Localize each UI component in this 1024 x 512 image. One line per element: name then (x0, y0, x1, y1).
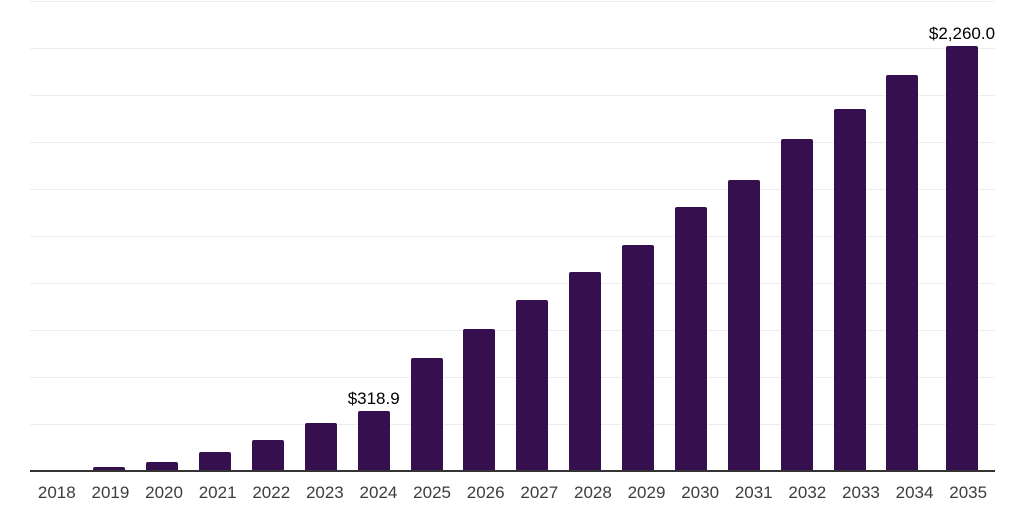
gridline (30, 95, 995, 96)
bar (463, 328, 496, 471)
bar-group (665, 1, 718, 471)
bar (622, 244, 655, 471)
x-axis-label: 2028 (573, 483, 612, 502)
bar-group (30, 1, 83, 471)
gridline (30, 236, 995, 237)
plot-area: $318.9 $2,260.0 (30, 1, 995, 472)
bar-value-label: $2,260.0 (928, 24, 996, 44)
x-axis-label: 2019 (91, 483, 130, 502)
x-axis-label: 2020 (145, 483, 183, 502)
bar-group (717, 1, 770, 471)
bar (833, 108, 866, 471)
gridline (30, 142, 995, 143)
x-axis-label: 2021 (198, 483, 237, 502)
x-axis-label: 2027 (520, 483, 559, 502)
bar-group: $2,260.0 (929, 1, 995, 471)
bar-group (876, 1, 929, 471)
bar (410, 358, 443, 471)
bar-group (823, 1, 876, 471)
bar-group: $318.9 (347, 1, 400, 471)
x-axis-label: 2025 (413, 483, 451, 502)
gridline (30, 283, 995, 284)
bar (569, 271, 602, 471)
bar-value-label: $318.9 (347, 389, 400, 409)
x-axis-label: 2032 (788, 483, 827, 502)
bar (93, 466, 126, 471)
bar-group (136, 1, 189, 471)
x-axis-label: 2030 (681, 483, 720, 502)
bar (945, 46, 978, 471)
bar-group (506, 1, 559, 471)
x-axis-label: 2031 (734, 483, 773, 502)
bar (674, 207, 707, 471)
bar-group (294, 1, 347, 471)
gridline (30, 377, 995, 378)
bar (357, 411, 390, 471)
bar-group (770, 1, 823, 471)
x-axis-label: 2022 (252, 483, 291, 502)
bar (199, 452, 232, 471)
x-axis-label: 2023 (305, 483, 344, 502)
gridline (30, 1, 995, 2)
x-axis-line (30, 470, 995, 472)
bar-group (242, 1, 295, 471)
bar (251, 439, 284, 471)
x-axis-label: 2034 (895, 483, 934, 502)
gridline (30, 330, 995, 331)
bar (516, 299, 549, 471)
x-axis-labels: 2018 2019 2020 2021 2022 2023 2024 2025 2026 2027… (30, 478, 995, 508)
bar (780, 139, 813, 471)
x-axis-label: 2026 (466, 483, 505, 502)
gridline (30, 48, 995, 49)
x-axis-label: 2029 (627, 483, 666, 502)
bar-group (612, 1, 665, 471)
bar-group (453, 1, 506, 471)
bars-container: $318.9 $2,260.0 (30, 1, 995, 471)
x-axis-label: 2018 (37, 483, 76, 502)
x-axis-label: 2033 (842, 483, 880, 502)
x-axis-label: 2024 (359, 483, 398, 502)
bar-group (400, 1, 453, 471)
bar (146, 461, 179, 471)
gridline (30, 189, 995, 190)
gridline (30, 424, 995, 425)
bar (886, 74, 919, 471)
bar-group (189, 1, 242, 471)
x-axis-label: 2035 (949, 483, 988, 502)
bar (727, 180, 760, 471)
bar (304, 422, 337, 471)
bar-group (83, 1, 136, 471)
bar-group (559, 1, 612, 471)
